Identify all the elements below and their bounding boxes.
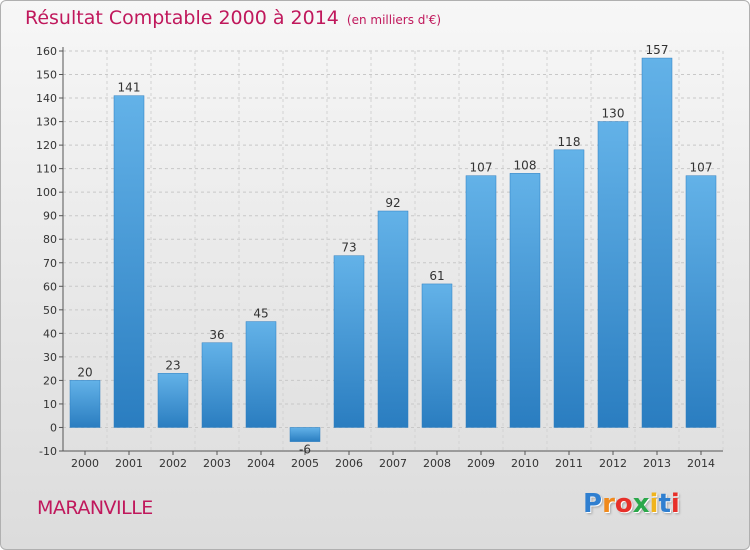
y-tick-label: 90 — [43, 210, 57, 223]
data-label: 130 — [602, 107, 625, 121]
x-tick-label: 2006 — [335, 457, 363, 470]
x-tick-label: 2005 — [291, 457, 319, 470]
data-label: 20 — [77, 365, 92, 379]
logo-letter: o — [614, 489, 633, 519]
logo-letter: t — [658, 489, 671, 519]
data-label: -6 — [299, 442, 311, 456]
x-tick-label: 2004 — [247, 457, 275, 470]
y-tick-label: 10 — [43, 398, 57, 411]
x-tick-label: 2007 — [379, 457, 407, 470]
bar — [685, 175, 717, 428]
y-tick-label: 40 — [43, 327, 57, 340]
x-tick-label: 2000 — [71, 457, 99, 470]
y-tick-label: 140 — [36, 92, 57, 105]
x-tick-label: 2014 — [687, 457, 715, 470]
data-label: 107 — [470, 161, 493, 175]
data-label: 45 — [253, 307, 268, 321]
logo-letter: P — [583, 489, 603, 519]
bar — [201, 342, 233, 428]
y-tick-label: 100 — [36, 186, 57, 199]
bar — [553, 149, 585, 428]
bar — [245, 321, 277, 428]
chart-title-text: Résultat Comptable 2000 à 2014 — [25, 7, 339, 29]
commune-name: MARANVILLE — [37, 497, 153, 519]
y-tick-label: 80 — [43, 233, 57, 246]
bar — [377, 210, 409, 428]
bar — [289, 427, 321, 442]
x-tick-label: 2002 — [159, 457, 187, 470]
y-tick-label: 0 — [50, 421, 57, 434]
y-tick-label: 30 — [43, 351, 57, 364]
data-label: 61 — [429, 269, 444, 283]
data-label: 23 — [165, 358, 180, 372]
data-label: 73 — [341, 241, 356, 255]
x-tick-label: 2009 — [467, 457, 495, 470]
data-labels: 20 141 23 36 45 -6 73 92 61 107 108 118 130 157 107 — [77, 43, 712, 456]
y-tick-label: 70 — [43, 257, 57, 270]
data-label: 36 — [209, 328, 224, 342]
bar — [509, 173, 541, 428]
data-label: 107 — [690, 161, 713, 175]
x-tick-label: 2001 — [115, 457, 143, 470]
bar — [597, 121, 629, 428]
x-tick-label: 2013 — [643, 457, 671, 470]
chart-unit: (en milliers d'€) — [346, 13, 442, 27]
bar — [421, 283, 453, 428]
y-tick-label: 50 — [43, 304, 57, 317]
y-tick-label: 150 — [36, 69, 57, 82]
data-label: 92 — [385, 196, 400, 210]
data-label: 157 — [646, 43, 669, 57]
x-tick-label: 2003 — [203, 457, 231, 470]
bars — [69, 57, 717, 442]
bar — [157, 373, 189, 428]
y-tick-label: 130 — [36, 116, 57, 129]
chart-title: Résultat Comptable 2000 à 2014 (en millie… — [25, 7, 441, 29]
x-tick-label: 2012 — [599, 457, 627, 470]
y-tick-label: 120 — [36, 139, 57, 152]
logo-letter: r — [602, 489, 615, 519]
bar — [333, 255, 365, 428]
y-tick-label: 160 — [36, 45, 57, 58]
bar — [69, 380, 101, 428]
x-tick-label: 2008 — [423, 457, 451, 470]
y-tick-label: -10 — [39, 445, 57, 458]
data-label: 141 — [118, 81, 141, 95]
x-tick-label: 2010 — [511, 457, 539, 470]
bar — [465, 175, 497, 428]
y-tick-label: 60 — [43, 280, 57, 293]
logo-letter: i — [670, 489, 680, 519]
data-label: 118 — [558, 135, 581, 149]
y-tick-label: 20 — [43, 374, 57, 387]
data-label: 108 — [514, 158, 537, 172]
y-tick-label: 110 — [36, 163, 57, 176]
bar — [113, 95, 145, 428]
proxiti-logo: Proxiti — [583, 489, 680, 519]
logo-letter: i — [649, 489, 659, 519]
x-tick-label: 2011 — [555, 457, 583, 470]
axes: -10 0 10 20 30 40 50 60 70 80 90 100 110 120 130 140 150… — [36, 45, 723, 470]
bar — [641, 57, 673, 428]
logo-letter: x — [632, 489, 650, 519]
